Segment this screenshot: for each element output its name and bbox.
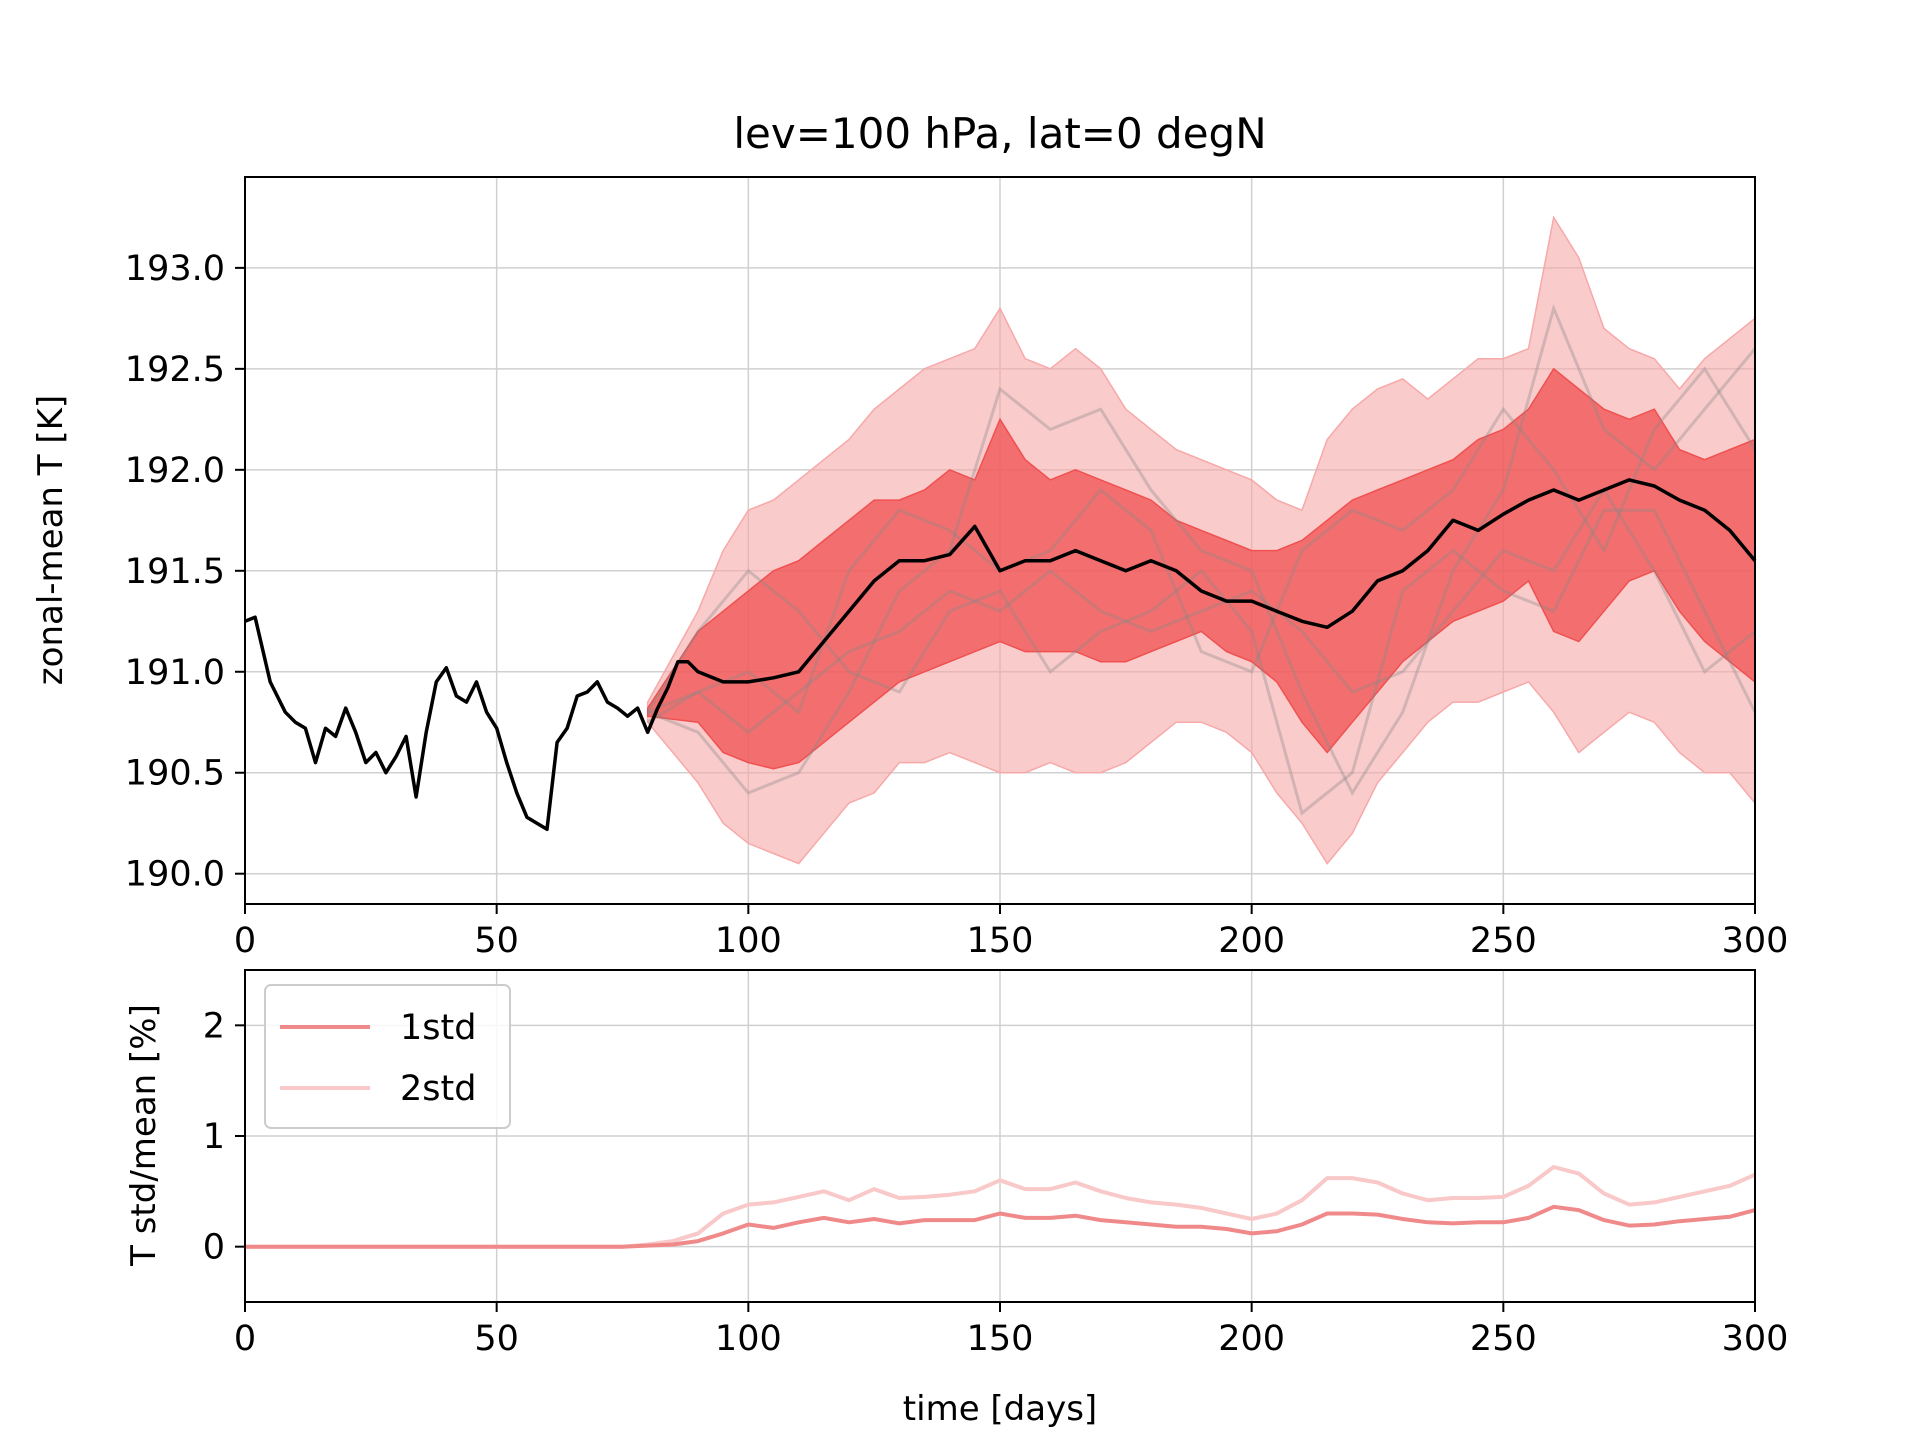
x-tick-label: 0 [234, 1319, 256, 1359]
x-tick-label: 300 [1722, 1319, 1789, 1359]
x-tick-label: 250 [1470, 921, 1537, 961]
y-tick-label: 0 [203, 1228, 225, 1268]
x-tick-label: 300 [1722, 921, 1789, 961]
y-tick-label: 193.0 [125, 249, 225, 289]
bottom-panel: 0 50 100 150 200 250 300 0 1 2 T std/mean [%] ti… [124, 969, 1789, 1429]
y-tick-label: 1 [203, 1117, 225, 1157]
x-tick-label: 50 [474, 1319, 519, 1359]
y-tick-label: 191.0 [125, 653, 225, 693]
top-y-ticks: 190.0 190.5 191.0 191.5 192.0 192.5 193.0 [125, 249, 245, 895]
legend-label-1std: 1std [400, 1008, 476, 1048]
bottom-x-axis-label: time [days] [903, 1389, 1097, 1429]
x-tick-label: 150 [967, 1319, 1034, 1359]
bottom-x-ticks: 0 50 100 150 200 250 300 [234, 1302, 1789, 1359]
bottom-series [245, 1165, 1756, 1249]
bottom-y-axis-label: T std/mean [%] [124, 1004, 164, 1267]
y-tick-label: 192.5 [125, 350, 225, 390]
legend-box [264, 984, 511, 1129]
series-line-1std [245, 1204, 1756, 1249]
top-std-bands [646, 215, 1756, 865]
x-tick-label: 250 [1470, 1319, 1537, 1359]
x-tick-label: 0 [234, 921, 256, 961]
ensemble-member-line [647, 487, 1756, 735]
x-tick-label: 50 [474, 921, 519, 961]
y-tick-label: 2 [203, 1006, 225, 1046]
bottom-y-ticks: 0 1 2 [203, 1006, 245, 1268]
ensemble-member-line [646, 508, 1757, 816]
top-mean-series [244, 478, 1757, 832]
mean-temperature-line [244, 478, 1757, 832]
legend: 1std 2std [264, 984, 511, 1129]
x-tick-label: 150 [967, 921, 1034, 961]
series-line-2std [245, 1165, 1756, 1249]
legend-label-2std: 2std [400, 1069, 476, 1109]
y-tick-label: 190.0 [125, 855, 225, 895]
x-tick-label: 200 [1218, 1319, 1285, 1359]
chart-title: lev=100 hPa, lat=0 degN [733, 109, 1266, 158]
y-tick-label: 191.5 [125, 552, 225, 592]
top-panel: lev=100 hPa, lat=0 degN 0 50 100 150 200 250 3… [31, 109, 1788, 961]
ensemble-member-line [647, 303, 1757, 796]
top-x-ticks: 0 50 100 150 200 250 300 [234, 904, 1789, 961]
top-y-axis-label: zonal-mean T [K] [31, 395, 71, 685]
x-tick-label: 200 [1218, 921, 1285, 961]
y-tick-label: 192.0 [125, 451, 225, 491]
x-tick-label: 100 [715, 1319, 782, 1359]
x-tick-label: 100 [715, 921, 782, 961]
y-tick-label: 190.5 [125, 754, 225, 794]
